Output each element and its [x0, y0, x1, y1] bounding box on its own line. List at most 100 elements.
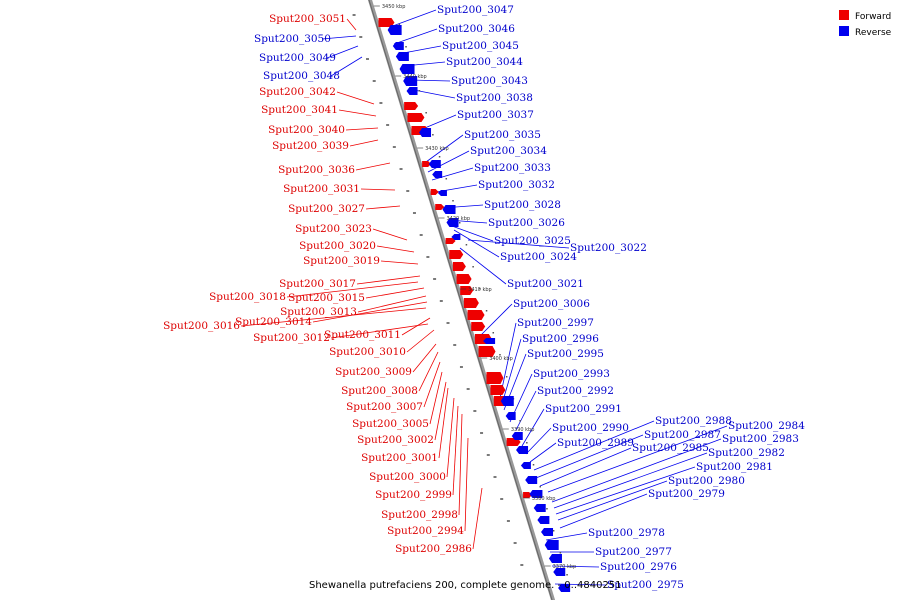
strand-dot: [485, 310, 488, 312]
forward-gene-label[interactable]: Sput200_3011: [324, 329, 401, 341]
legend-reverse-label: Reverse: [855, 28, 892, 38]
reverse-gene-label[interactable]: Sput200_3021: [507, 278, 584, 290]
forward-gene-label[interactable]: Sput200_3020: [299, 240, 376, 252]
reverse-gene-label[interactable]: Sput200_3048: [263, 70, 340, 82]
reverse-gene-label[interactable]: Sput200_3047: [437, 4, 514, 16]
reverse-label-connector: [326, 45, 359, 59]
forward-gene-label[interactable]: Sput200_3014: [235, 316, 312, 328]
reverse-gene-arrow: [558, 584, 571, 592]
forward-gene-label[interactable]: Sput200_2986: [395, 543, 472, 555]
forward-label-connector: [429, 371, 443, 425]
reverse-gene-label[interactable]: Sput200_3045: [442, 40, 519, 52]
reverse-gene-label[interactable]: Sput200_2996: [522, 333, 599, 345]
forward-gene-arrow: [467, 310, 485, 320]
forward-gene-label[interactable]: Sput200_3023: [295, 223, 372, 235]
forward-gene-arrow: [478, 346, 496, 357]
reverse-gene-label[interactable]: Sput200_3050: [254, 33, 331, 45]
strand-dot: [472, 266, 474, 268]
reverse-gene-label[interactable]: Sput200_3035: [464, 129, 541, 141]
forward-gene-label[interactable]: Sput200_3027: [288, 203, 365, 215]
reverse-gene-label[interactable]: Sput200_2990: [552, 422, 629, 434]
reverse-gene-label[interactable]: Sput200_3049: [259, 52, 336, 64]
strand-dot: [539, 486, 541, 488]
forward-gene-label[interactable]: Sput200_3000: [369, 471, 446, 483]
reverse-gene-label[interactable]: Sput200_2991: [545, 403, 622, 415]
forward-gene-label[interactable]: Sput200_3036: [278, 164, 355, 176]
forward-gene-label[interactable]: Sput200_3018: [209, 291, 286, 303]
reverse-gene-label[interactable]: Sput200_3033: [474, 162, 551, 174]
reverse-gene-label[interactable]: Sput200_2997: [517, 317, 594, 329]
reverse-gene-label[interactable]: Sput200_3044: [446, 56, 523, 68]
forward-gene-label[interactable]: Sput200_3039: [272, 140, 349, 152]
forward-gene-label[interactable]: Sput200_3041: [261, 104, 338, 116]
reverse-label-connector: [551, 565, 600, 568]
reverse-gene-label[interactable]: Sput200_3032: [478, 179, 555, 191]
reverse-gene-label[interactable]: Sput200_3034: [470, 145, 547, 157]
forward-gene-label[interactable]: Sput200_3040: [268, 124, 345, 136]
reverse-gene-label[interactable]: Sput200_3038: [456, 92, 533, 104]
reverse-gene-label[interactable]: Sput200_3028: [484, 199, 561, 211]
forward-label-connector: [286, 281, 419, 298]
forward-gene-label[interactable]: Sput200_3001: [361, 452, 438, 464]
reverse-gene-label[interactable]: Sput200_2982: [708, 447, 785, 459]
reverse-gene-label[interactable]: Sput200_2988: [655, 415, 732, 427]
strand-dot: [405, 46, 407, 48]
reverse-gene-label[interactable]: Sput200_2989: [557, 437, 634, 449]
forward-gene-label[interactable]: Sput200_3017: [279, 278, 356, 290]
forward-label-connector: [349, 139, 379, 147]
forward-gene-label[interactable]: Sput200_2999: [375, 489, 452, 501]
forward-label-connector: [380, 260, 419, 265]
reverse-gene-label[interactable]: Sput200_3026: [488, 217, 565, 229]
reverse-gene-label[interactable]: Sput200_3043: [451, 75, 528, 87]
forward-gene-label[interactable]: Sput200_3016: [163, 320, 240, 332]
reverse-label-connector: [330, 56, 363, 77]
forward-gene-label[interactable]: Sput200_3008: [341, 385, 418, 397]
forward-gene-label[interactable]: Sput200_2994: [387, 525, 464, 537]
forward-label-connector: [376, 245, 415, 253]
reverse-gene-label[interactable]: Sput200_3025: [494, 235, 571, 247]
reverse-gene-label[interactable]: Sput200_2975: [607, 579, 684, 591]
reverse-gene-label[interactable]: Sput200_3022: [570, 242, 647, 254]
reverse-gene-label[interactable]: Sput200_2977: [595, 546, 672, 558]
forward-label-connector: [418, 351, 439, 392]
reverse-gene-label[interactable]: Sput200_3046: [438, 23, 515, 35]
reverse-gene-label[interactable]: Sput200_2985: [632, 442, 709, 454]
reverse-gene-label[interactable]: Sput200_3006: [513, 298, 590, 310]
reverse-gene-label[interactable]: Sput200_2979: [648, 488, 725, 500]
reverse-gene-label[interactable]: Sput200_2976: [600, 561, 677, 573]
reverse-label-connector: [453, 229, 500, 258]
forward-gene-label[interactable]: Sput200_3012: [253, 332, 330, 344]
reverse-label-connector: [555, 466, 696, 515]
reverse-gene-arrow: [533, 504, 546, 512]
forward-gene-label[interactable]: Sput200_3031: [283, 183, 360, 195]
reverse-gene-label[interactable]: Sput200_2995: [527, 348, 604, 360]
forward-gene-label[interactable]: Sput200_3042: [259, 86, 336, 98]
reverse-gene-label[interactable]: Sput200_2983: [722, 433, 799, 445]
forward-label-connector: [446, 397, 455, 478]
reverse-gene-label[interactable]: Sput200_2984: [728, 420, 805, 432]
forward-gene-label[interactable]: Sput200_3002: [357, 434, 434, 446]
scale-tick-label: 3400 kbp: [489, 356, 513, 362]
reverse-gene-label[interactable]: Sput200_2981: [696, 461, 773, 473]
forward-gene-label[interactable]: Sput200_3013: [280, 306, 357, 318]
scale-tick-label: 3430 kbp: [425, 146, 449, 152]
reverse-gene-label[interactable]: Sput200_3024: [500, 251, 577, 263]
reverse-gene-arrow: [483, 338, 496, 344]
reverse-gene-label[interactable]: Sput200_2992: [537, 385, 614, 397]
forward-gene-label[interactable]: Sput200_3019: [303, 255, 380, 267]
reverse-gene-label[interactable]: Sput200_2993: [533, 368, 610, 380]
forward-gene-label[interactable]: Sput200_2998: [381, 509, 458, 521]
forward-gene-arrow: [456, 274, 472, 284]
reverse-gene-label[interactable]: Sput200_3037: [457, 109, 534, 121]
genome-axis: [367, 0, 556, 600]
forward-gene-label[interactable]: Sput200_3010: [329, 346, 406, 358]
reverse-gene-arrow: [500, 396, 514, 406]
forward-gene-label[interactable]: Sput200_3051: [269, 13, 346, 25]
reverse-gene-label[interactable]: Sput200_2987: [644, 429, 721, 441]
forward-gene-label[interactable]: Sput200_3007: [346, 401, 423, 413]
forward-gene-label[interactable]: Sput200_3009: [335, 366, 412, 378]
reverse-gene-label[interactable]: Sput200_2980: [668, 475, 745, 487]
forward-gene-label[interactable]: Sput200_3015: [288, 292, 365, 304]
forward-gene-label[interactable]: Sput200_3005: [352, 418, 429, 430]
reverse-gene-label[interactable]: Sput200_2978: [588, 527, 665, 539]
